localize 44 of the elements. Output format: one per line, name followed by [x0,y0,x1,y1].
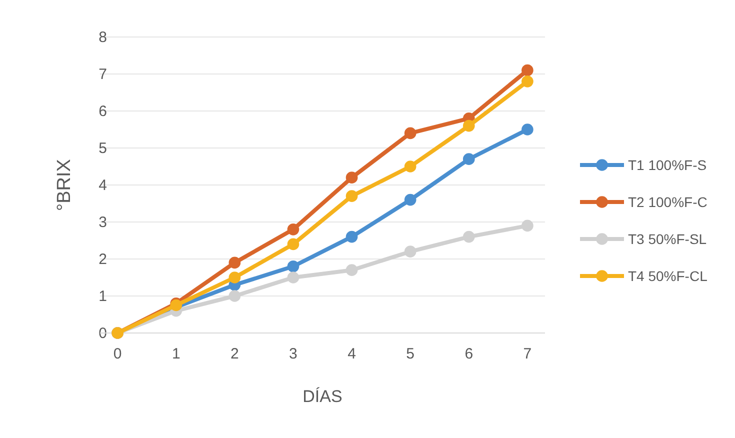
point [346,230,358,243]
y-tick-label: 7 [98,66,107,83]
legend-label: T1 100%F-S [628,157,707,173]
point [228,290,241,302]
legend-label: T4 50%F-CL [628,268,708,284]
x-tick-label: 0 [113,346,122,363]
y-tick-label: 5 [98,140,107,157]
point [522,64,534,76]
x-tick-label: 4 [348,346,356,363]
x-tick-label: 2 [230,346,239,363]
point [228,256,241,269]
point [346,190,358,202]
point [287,272,300,284]
y-tick-label: 1 [98,288,107,305]
point [404,246,416,258]
x-tick-label: 6 [464,346,474,363]
y-tick-label: 3 [98,214,107,231]
point [346,264,358,276]
point [462,153,475,166]
y-tick-label: 8 [98,28,107,46]
point [462,120,475,132]
point [522,220,534,232]
x-tick-label: 3 [289,346,298,363]
x-axis-title: DÍAS [302,387,342,406]
y-tick-label: 2 [98,250,107,268]
y-tick-label: 6 [98,102,107,120]
legend-label: T3 50%F-SL [628,231,707,247]
legend-label: T2 100%F-C [628,194,708,210]
point [228,272,241,284]
point [522,124,534,136]
x-tick-label: 5 [406,346,414,363]
y-axis-title: °BRIX [54,158,75,211]
point [462,230,475,243]
point [287,260,300,272]
point [346,172,358,184]
point [287,238,300,250]
point [404,194,416,206]
point [404,127,416,140]
point [287,223,300,236]
y-tick-label: 4 [98,176,107,194]
x-tick-label: 7 [523,346,532,363]
point [522,75,534,88]
point [404,160,416,172]
x-tick-label: 1 [172,346,180,363]
